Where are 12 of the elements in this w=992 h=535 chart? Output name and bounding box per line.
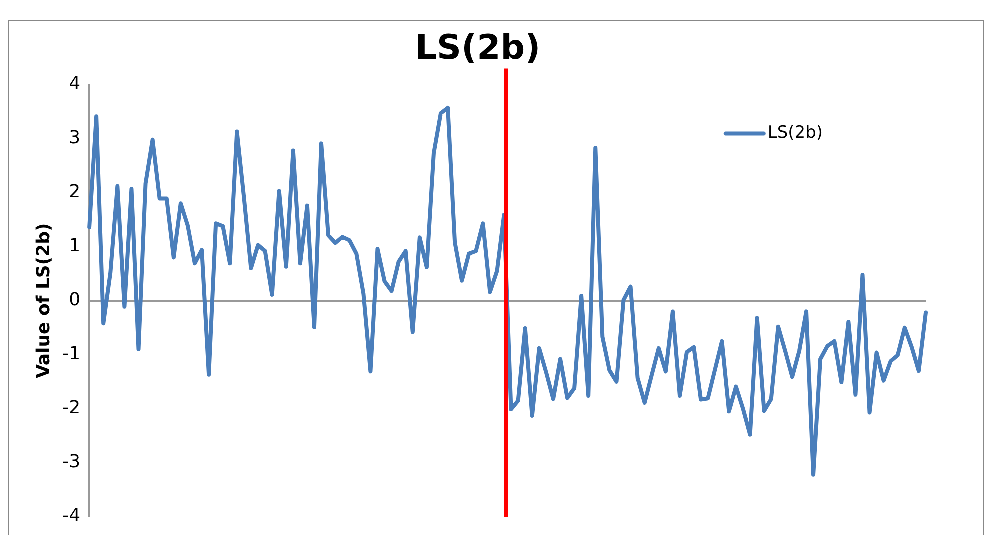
y-tick-label: -1 [62,344,81,365]
y-tick-label: 2 [69,182,81,203]
y-tick-label: -4 [62,506,81,527]
y-axis-title: Value of LS(2b) [33,223,54,379]
y-tick-label: 1 [69,236,81,257]
y-tick-label: 4 [69,73,81,94]
y-tick-label: -3 [62,452,81,473]
chart-title: LS(2b) [415,28,541,68]
y-tick-label: -2 [62,398,81,419]
y-tick-label: 3 [69,127,81,148]
y-tick-label: 0 [69,290,81,311]
legend-label: LS(2b) [768,123,824,144]
